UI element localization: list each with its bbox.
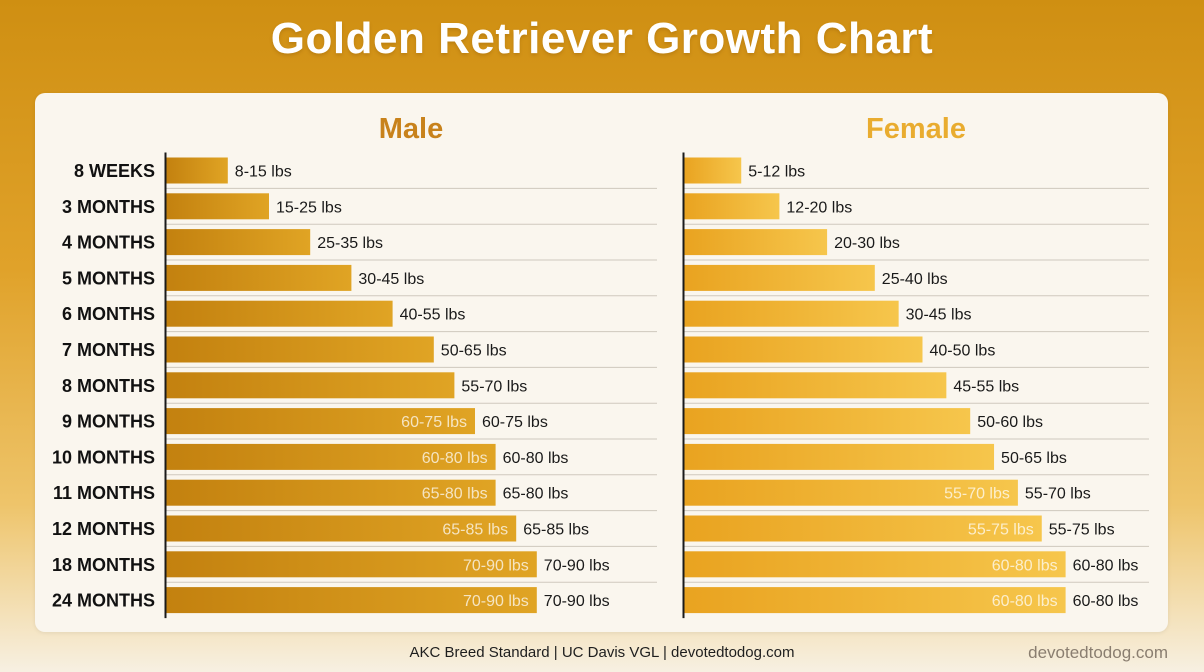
female-value-label: 60-80 lbs <box>1073 557 1139 574</box>
male-inner-label: 70-90 lbs <box>463 593 529 610</box>
category-label: 7 MONTHS <box>62 340 155 360</box>
female-bar <box>684 587 1066 614</box>
male-bar <box>166 408 475 435</box>
female-value-label: 25-40 lbs <box>882 271 948 288</box>
male-value-label: 8-15 lbs <box>235 164 292 181</box>
female-chart: Female 5-12 lbs 12-20 lbs 20-30 lbs 25-40 lb… <box>682 113 1149 619</box>
category-label: 24 MONTHS <box>52 591 155 611</box>
male-bar <box>166 336 434 363</box>
footer-sources: AKC Breed Standard | UC Davis VGL | devo… <box>409 644 795 661</box>
female-bar <box>684 372 947 399</box>
male-bar <box>166 587 537 614</box>
female-value-label: 55-75 lbs <box>1049 522 1115 539</box>
female-bar <box>684 157 742 184</box>
male-value-label: 65-85 lbs <box>523 522 589 539</box>
category-label: 12 MONTHS <box>52 519 155 539</box>
category-label: 10 MONTHS <box>52 447 155 467</box>
female-inner-label: 60-80 lbs <box>992 557 1058 574</box>
female-bar <box>684 264 875 291</box>
category-label: 11 MONTHS <box>53 483 155 503</box>
female-bar <box>684 443 995 470</box>
female-bar <box>684 300 899 327</box>
male-value-label: 55-70 lbs <box>461 378 527 395</box>
female-bar <box>684 336 923 363</box>
female-bar <box>684 515 1042 542</box>
female-value-label: 45-55 lbs <box>953 378 1019 395</box>
female-value-label: 20-30 lbs <box>834 235 900 252</box>
female-bar <box>684 551 1066 578</box>
footer-watermark: devotedtodog.com <box>1028 643 1168 662</box>
male-bar <box>166 300 393 327</box>
female-value-label: 50-65 lbs <box>1001 450 1067 467</box>
male-title: Male <box>379 113 443 145</box>
category-label: 4 MONTHS <box>62 233 155 253</box>
male-bar <box>166 479 496 506</box>
category-label: 18 MONTHS <box>52 555 155 575</box>
female-value-label: 5-12 lbs <box>748 164 805 181</box>
male-bar <box>166 551 537 578</box>
male-value-label: 70-90 lbs <box>544 593 610 610</box>
male-bar <box>166 157 228 184</box>
female-bar <box>684 193 780 220</box>
female-value-label: 60-80 lbs <box>1073 593 1139 610</box>
male-chart: Male 8 WEEKS 8-15 lbs 3 MONTHS 15-25 lbs 4 MO… <box>52 113 657 619</box>
male-bar <box>166 515 517 542</box>
male-inner-label: 60-80 lbs <box>422 450 488 467</box>
female-bar <box>684 479 1018 506</box>
male-inner-label: 60-75 lbs <box>401 414 467 431</box>
female-title: Female <box>866 113 966 145</box>
female-value-label: 12-20 lbs <box>786 199 852 216</box>
male-value-label: 70-90 lbs <box>544 557 610 574</box>
male-value-label: 30-45 lbs <box>358 271 424 288</box>
female-value-label: 40-50 lbs <box>930 343 996 360</box>
female-value-label: 30-45 lbs <box>906 307 972 324</box>
chart-title: Golden Retriever Growth Chart <box>270 14 934 63</box>
female-value-label: 50-60 lbs <box>977 414 1043 431</box>
female-inner-label: 55-70 lbs <box>944 486 1010 503</box>
male-bar <box>166 372 455 399</box>
male-inner-label: 70-90 lbs <box>463 557 529 574</box>
female-bar <box>684 408 971 435</box>
male-value-label: 15-25 lbs <box>276 199 342 216</box>
category-label: 8 MONTHS <box>62 376 155 396</box>
male-bar <box>166 264 352 291</box>
male-bar <box>166 443 496 470</box>
male-value-label: 65-80 lbs <box>503 486 569 503</box>
category-label: 3 MONTHS <box>62 197 155 217</box>
category-label: 5 MONTHS <box>62 268 155 288</box>
female-inner-label: 60-80 lbs <box>992 593 1058 610</box>
female-value-label: 55-70 lbs <box>1025 486 1091 503</box>
male-value-label: 60-80 lbs <box>503 450 569 467</box>
female-bar <box>684 229 828 256</box>
male-value-label: 60-75 lbs <box>482 414 548 431</box>
male-bar <box>166 193 269 220</box>
male-inner-label: 65-80 lbs <box>422 486 488 503</box>
male-value-label: 50-65 lbs <box>441 343 507 360</box>
male-value-label: 25-35 lbs <box>317 235 383 252</box>
category-label: 6 MONTHS <box>62 304 155 324</box>
male-inner-label: 65-85 lbs <box>442 522 508 539</box>
male-bar <box>166 229 311 256</box>
male-value-label: 40-55 lbs <box>400 307 466 324</box>
category-label: 8 WEEKS <box>74 161 155 181</box>
category-label: 9 MONTHS <box>62 412 155 432</box>
female-inner-label: 55-75 lbs <box>968 522 1034 539</box>
